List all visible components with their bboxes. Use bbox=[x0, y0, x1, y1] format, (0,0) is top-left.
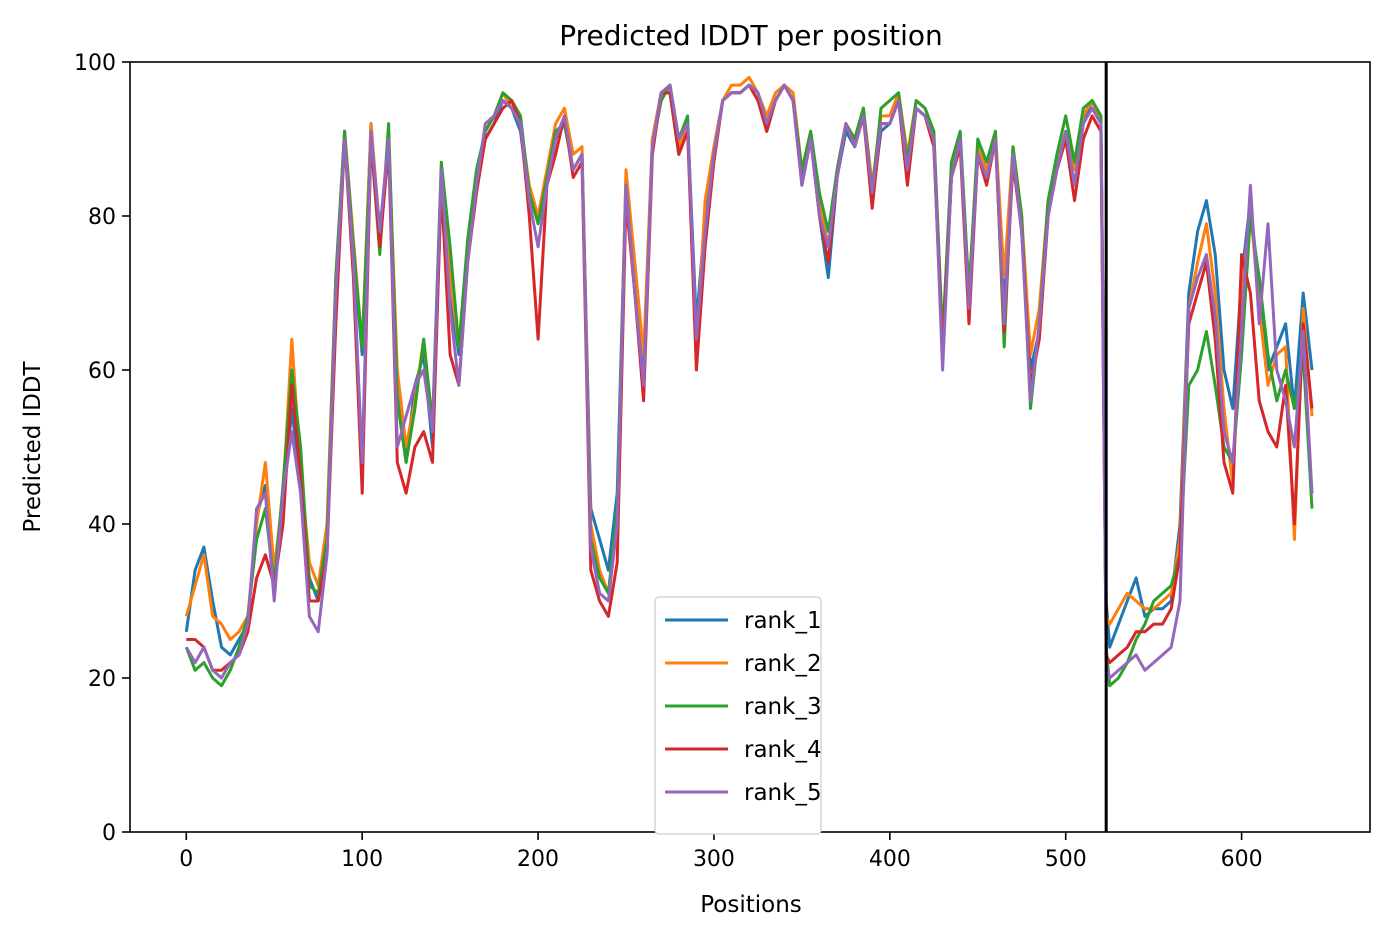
series-layer bbox=[184, 75, 1314, 688]
legend: rank_1 rank_2 rank_3 rank_4 rank_5 bbox=[654, 596, 822, 835]
y-tick-label: 40 bbox=[88, 513, 116, 538]
chart-title: Predicted lDDT per position bbox=[559, 19, 943, 52]
legend-box bbox=[654, 596, 822, 835]
x-tick-label: 400 bbox=[869, 847, 911, 872]
legend-label-rank_1: rank_1 bbox=[744, 608, 822, 634]
y-tick-label: 60 bbox=[88, 359, 116, 384]
x-tick-label: 0 bbox=[179, 847, 193, 872]
x-tick-label: 200 bbox=[517, 847, 559, 872]
legend-label-rank_5: rank_5 bbox=[744, 780, 822, 806]
x-axis-label: Positions bbox=[700, 892, 802, 918]
y-axis: 0 20 40 60 80 100 bbox=[74, 51, 130, 846]
x-tick-label: 500 bbox=[1045, 847, 1087, 872]
x-tick-label: 600 bbox=[1221, 847, 1263, 872]
y-axis-label: Predicted lDDT bbox=[20, 360, 46, 532]
y-tick-label: 0 bbox=[102, 821, 116, 846]
x-tick-label: 300 bbox=[693, 847, 735, 872]
legend-label-rank_2: rank_2 bbox=[744, 651, 822, 677]
legend-label-rank_4: rank_4 bbox=[744, 737, 822, 763]
y-tick-label: 100 bbox=[74, 51, 116, 76]
y-tick-label: 20 bbox=[88, 667, 116, 692]
x-tick-label: 100 bbox=[341, 847, 383, 872]
x-axis: 0 100 200 300 400 500 600 bbox=[179, 832, 1263, 872]
legend-label-rank_3: rank_3 bbox=[744, 694, 822, 720]
y-tick-label: 80 bbox=[88, 205, 116, 230]
series-line-rank_5 bbox=[184, 83, 1314, 680]
